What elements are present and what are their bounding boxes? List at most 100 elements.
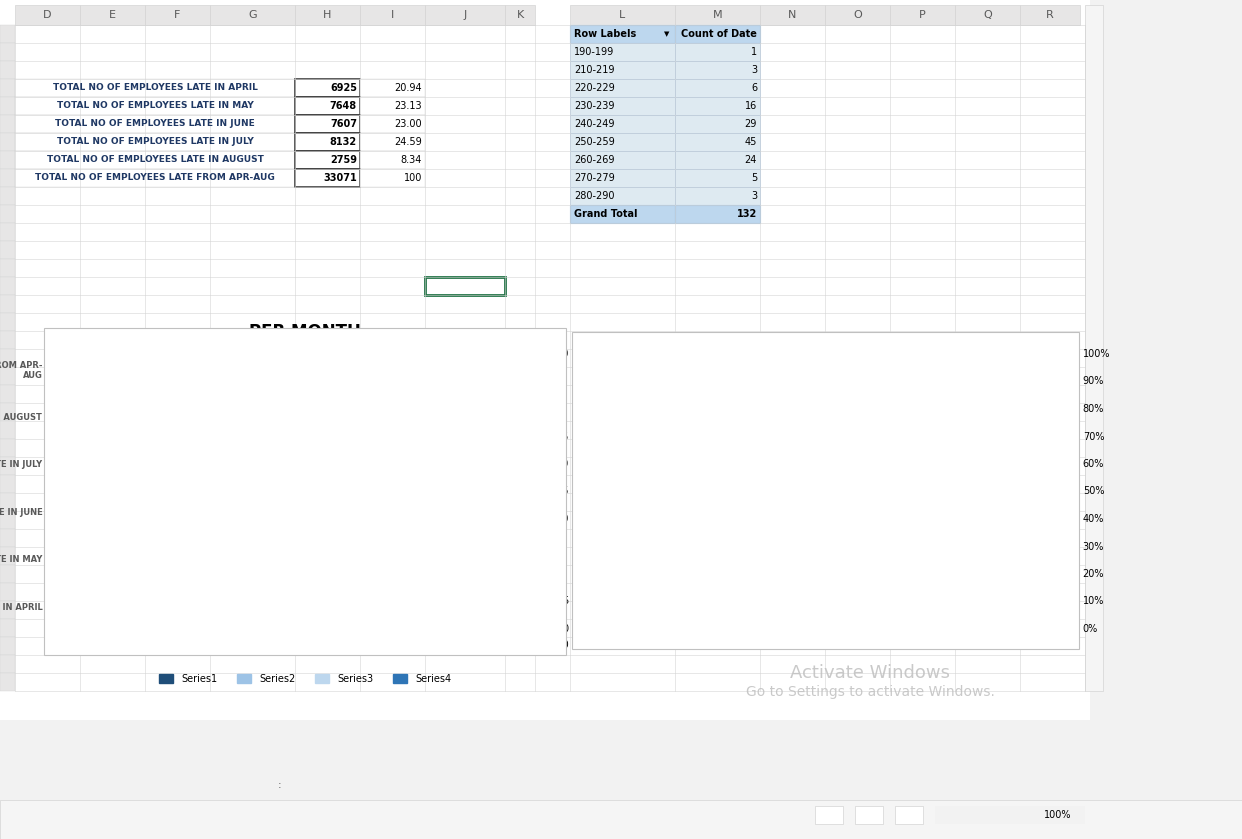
Bar (425, 277, 505, 295)
Bar (296, 79, 360, 97)
Bar (674, 79, 760, 97)
Bar (0, 43, 15, 61)
Bar (360, 97, 425, 115)
Bar (50, 358, 474, 379)
Text: TOTAL NO OF EMPLOYEES LATE FROM APR-AUG: TOTAL NO OF EMPLOYEES LATE FROM APR-AUG (35, 174, 274, 183)
Text: 7648: 7648 (330, 101, 356, 111)
Bar (0, 205, 15, 223)
Text: TOTAL NO OF EMPLOYEES LATE IN MAY: TOTAL NO OF EMPLOYEES LATE IN MAY (57, 102, 253, 111)
Bar (854, 601, 898, 628)
Text: 3: 3 (751, 191, 758, 201)
Bar (0, 493, 15, 511)
Bar (0, 97, 15, 115)
Bar (0, 655, 15, 673)
Text: H: H (323, 10, 332, 20)
Bar (50, 596, 139, 617)
Bar (0, 349, 15, 367)
Bar (0, 115, 15, 133)
Bar (570, 61, 674, 79)
Text: 33071: 33071 (323, 173, 356, 183)
Bar (79, 5, 145, 25)
Bar (0, 637, 15, 655)
Bar (0, 241, 15, 259)
Text: 280-290: 280-290 (574, 191, 615, 201)
Text: ▼: ▼ (664, 31, 669, 37)
Bar (674, 5, 760, 25)
Text: TOTAL NO OF EMPLOYEES LATE IN AUGUST: TOTAL NO OF EMPLOYEES LATE IN AUGUST (46, 155, 263, 164)
Bar (1086, 5, 1103, 691)
Text: :: : (278, 780, 282, 790)
Bar (0, 259, 15, 277)
Text: 7607: 7607 (330, 119, 356, 129)
Bar (570, 115, 674, 133)
Text: 20.94: 20.94 (145, 602, 175, 612)
Bar (760, 5, 825, 25)
Bar (0, 79, 15, 97)
Bar (50, 405, 86, 427)
Text: 132: 132 (737, 209, 758, 219)
Text: 6925: 6925 (330, 83, 356, 93)
Text: 270-279: 270-279 (574, 173, 615, 183)
Text: 8132: 8132 (330, 137, 356, 147)
Bar (15, 133, 296, 151)
Text: 260-269: 260-269 (574, 155, 615, 165)
Text: 210-219: 210-219 (574, 65, 615, 75)
Bar (0, 421, 15, 439)
Text: 8.34: 8.34 (401, 155, 422, 165)
Text: 190-199: 190-199 (574, 47, 615, 57)
Bar (570, 169, 674, 187)
Text: D: D (43, 10, 52, 20)
Bar (50, 453, 154, 474)
Bar (360, 115, 425, 133)
Bar (0, 511, 15, 529)
Bar (0, 331, 15, 349)
Text: I: I (391, 10, 394, 20)
Text: 250-259: 250-259 (574, 137, 615, 147)
Bar (15, 151, 296, 169)
Bar (1020, 5, 1081, 25)
Bar (296, 151, 360, 169)
Bar (825, 5, 891, 25)
Bar (50, 548, 148, 570)
Text: 100%: 100% (1045, 810, 1072, 820)
Text: 16: 16 (745, 101, 758, 111)
Bar (570, 5, 674, 25)
Bar (674, 151, 760, 169)
Text: Activate Windows: Activate Windows (790, 664, 950, 682)
Bar (50, 501, 148, 522)
Bar (0, 313, 15, 331)
Bar (360, 151, 425, 169)
Bar (674, 115, 760, 133)
Bar (0, 277, 15, 295)
Bar (935, 806, 1086, 824)
Bar (0, 475, 15, 493)
Bar (570, 133, 674, 151)
Legend: Series1, Series2, Series3, Series4: Series1, Series2, Series3, Series4 (155, 670, 455, 688)
Text: 24: 24 (745, 155, 758, 165)
Bar (360, 169, 425, 187)
Bar (0, 0, 1090, 720)
Bar (0, 25, 15, 43)
Text: G: G (248, 10, 257, 20)
Bar (0, 295, 15, 313)
Bar (0, 187, 15, 205)
Text: F: F (174, 10, 180, 20)
Bar (570, 25, 674, 43)
Text: K: K (517, 10, 524, 20)
Bar (570, 205, 674, 223)
Text: 23.13: 23.13 (155, 554, 185, 564)
Bar (804, 595, 847, 628)
Text: 100: 100 (404, 173, 422, 183)
Bar (651, 468, 694, 628)
Bar (15, 115, 296, 133)
Title: PER MONTH: PER MONTH (250, 323, 361, 341)
Text: R: R (1046, 10, 1054, 20)
Bar (15, 5, 79, 25)
Bar (210, 5, 296, 25)
Bar (600, 381, 643, 628)
Text: 240-249: 240-249 (574, 119, 615, 129)
Bar (360, 79, 425, 97)
Text: 100: 100 (482, 363, 501, 373)
Bar (891, 5, 955, 25)
Text: Go to Settings to activate Windows.: Go to Settings to activate Windows. (745, 685, 995, 699)
